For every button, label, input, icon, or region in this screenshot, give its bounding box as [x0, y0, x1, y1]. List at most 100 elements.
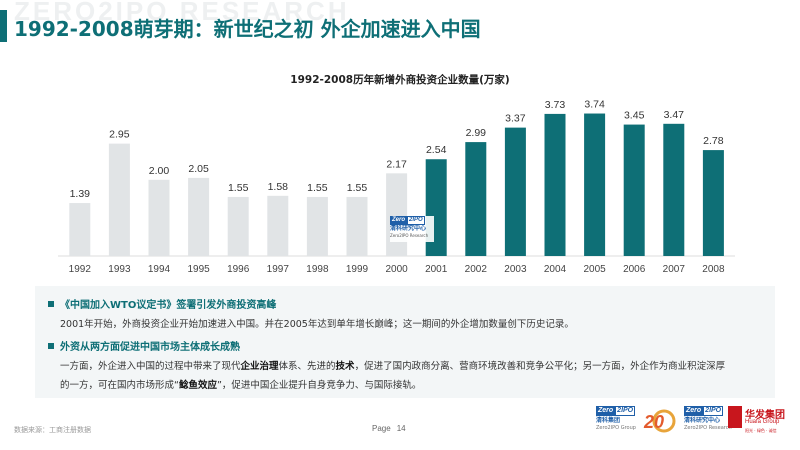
bar-value-label: 3.73 [545, 99, 566, 111]
anniversary-logo: 20 [643, 409, 676, 433]
huafa-en-name: Huafa Group [745, 419, 780, 425]
bar-value-label: 3.74 [584, 99, 605, 111]
logo-cn-name: 清科集团 [596, 417, 621, 424]
x-tick-label: 1998 [306, 264, 329, 275]
huafa-group-logo: 华发集团 Huafa Group 阳光 · 绿色 · 诚信 [728, 406, 788, 436]
bar-value-label: 1.55 [228, 182, 249, 194]
info-heading-2-text: 外资从两方面促进中国市场主体成长成熟 [60, 342, 240, 353]
logo-name: 清科研究中心 [390, 225, 427, 232]
bar-1993 [108, 143, 130, 256]
info-paragraph-1: 2001年开始，外商投资企业开始加速进入中国。并在2005年达到单年增长巅峰；这… [60, 319, 574, 330]
text-run: ”，促进中国企业提升自身竞争力、与国际接轨。 [216, 380, 422, 391]
zero2ipo-logo-mark: Zero 2IPO [684, 406, 732, 416]
bar-2006 [623, 124, 645, 256]
bar-value-label: 1.39 [70, 188, 91, 200]
emphasis-catfish-effect: 鲶鱼效应 [178, 380, 217, 391]
logo-mark-left: Zero [684, 406, 704, 416]
info-heading-1-text: 《中国加入WTO议定书》签署引发外商投资高峰 [60, 300, 277, 311]
page-title: 1992-2008萌芽期：新世纪之初 外企加速进入中国 [14, 17, 481, 41]
title-accent-bar [0, 10, 7, 42]
logo-cn-name: 清科研究中心 [684, 417, 721, 424]
logo-mark-right: 2IPO [615, 406, 636, 416]
huafa-cn-name: 华发集团 [745, 410, 785, 421]
bar-1996 [227, 196, 249, 256]
bar-value-label: 1.55 [347, 182, 368, 194]
bar-value-label: 2.54 [426, 144, 447, 156]
bar-1999 [346, 196, 368, 256]
text-run: 一方面，外企进入中国的过程中带来了现代 [60, 361, 241, 372]
bar-value-label: 1.55 [307, 182, 328, 194]
page-number: Page 14 [372, 424, 406, 433]
x-tick-label: 1995 [187, 264, 210, 275]
x-tick-label: 2008 [702, 264, 725, 275]
bar-value-label: 3.37 [505, 113, 526, 125]
huafa-mark-icon [728, 406, 742, 428]
bar-2000 [386, 173, 408, 256]
bar-value-label: 2.99 [466, 127, 487, 139]
bar-1997 [267, 195, 289, 256]
bar-value-label: 2.17 [386, 158, 407, 170]
zero2ipo-logo-mark: Zero 2IPO [596, 406, 636, 416]
page-label: Page [372, 424, 391, 433]
bar-2002 [465, 142, 487, 256]
zero2ipo-logo-mark: Zero 2IPO [390, 216, 434, 225]
bar-2003 [504, 127, 526, 256]
chart-inline-logo: Zero 2IPO 清科研究中心 Zero2IPO Research [390, 216, 434, 242]
info-panel [35, 286, 775, 398]
x-tick-label: 2005 [583, 264, 606, 275]
bar-value-label: 2.05 [188, 163, 209, 175]
bar-value-label: 3.47 [664, 109, 685, 121]
data-source-note: 数据来源：工商注册数据 [14, 426, 91, 434]
x-tick-label: 2007 [663, 264, 686, 275]
bar-1995 [188, 177, 210, 256]
bullet-square-icon [48, 301, 54, 307]
page-number-value: 14 [396, 424, 406, 433]
bar-2008 [702, 150, 724, 256]
logo-en-name: Zero2IPO Group [596, 425, 636, 431]
bar-2007 [663, 123, 685, 256]
bar-value-label: 1.58 [268, 181, 289, 193]
x-tick-label: 1992 [69, 264, 92, 275]
bar-value-label: 2.00 [149, 165, 170, 177]
x-tick-label: 2000 [385, 264, 408, 275]
emphasis-governance: 企业治理 [240, 361, 279, 372]
info-paragraph-2-line-2: 的一方，可在国内市场形成“鲶鱼效应”，促进中国企业提升自身竞争力、与国际接轨。 [60, 377, 421, 391]
info-heading-2: 外资从两方面促进中国市场主体成长成熟 [48, 338, 240, 353]
bar-value-label: 2.95 [109, 129, 130, 141]
bar-2005 [584, 113, 606, 257]
logo-mark-right: 2IPO [703, 406, 724, 416]
x-tick-label: 1994 [148, 264, 171, 275]
bar-2004 [544, 113, 566, 257]
logo-mark-left: Zero [390, 216, 408, 225]
bar-value-label: 2.78 [703, 135, 724, 147]
info-paragraph-2-line-1: 一方面，外企进入中国的过程中带来了现代企业治理体系、先进的技术，促进了国内政商分… [60, 358, 725, 372]
bar-1994 [148, 179, 170, 256]
text-run: 体系、先进的 [278, 361, 336, 372]
logo-en-name: Zero2IPO Research [684, 425, 732, 431]
huafa-tagline: 阳光 · 绿色 · 诚信 [745, 428, 777, 433]
x-tick-label: 2002 [465, 264, 488, 275]
text-run: 的一方，可在国内市场形成“ [60, 380, 179, 391]
x-tick-label: 2006 [623, 264, 646, 275]
bar-1992 [69, 203, 91, 256]
logo-en-name: Zero2IPO Research [390, 233, 429, 238]
header-watermark: ZERO2IPO RESEARCH [14, 0, 350, 26]
x-tick-label: 2003 [504, 264, 527, 275]
logo-mark-right: 2IPO [407, 216, 425, 225]
zero2ipo-research-logo: Zero 2IPO 清科研究中心 Zero2IPO Research [684, 406, 732, 431]
x-tick-label: 1993 [108, 264, 131, 275]
text-run: ，促进了国内政商分离、营商环境改善和竞争公平化；另一方面，外企作为商业积淀深厚 [354, 361, 726, 372]
bar-chart: 1.39 1992 2.95 1993 2.00 1994 2.05 1995 1.55 1996… [58, 99, 735, 275]
chart-title: 1992-2008历年新增外商投资企业数量(万家) [290, 74, 510, 86]
zero2ipo-group-logo: Zero 2IPO 清科集团 Zero2IPO Group [596, 406, 636, 431]
x-tick-label: 2001 [425, 264, 448, 275]
info-heading-1: 《中国加入WTO议定书》签署引发外商投资高峰 [48, 296, 276, 311]
bullet-square-icon [48, 343, 54, 349]
bar-1998 [306, 196, 328, 256]
emphasis-technology: 技术 [335, 361, 355, 372]
x-tick-label: 1999 [346, 264, 369, 275]
anniversary-number: 20 [643, 412, 664, 432]
x-tick-label: 1996 [227, 264, 250, 275]
x-tick-label: 2004 [544, 264, 567, 275]
bar-value-label: 3.45 [624, 110, 645, 122]
